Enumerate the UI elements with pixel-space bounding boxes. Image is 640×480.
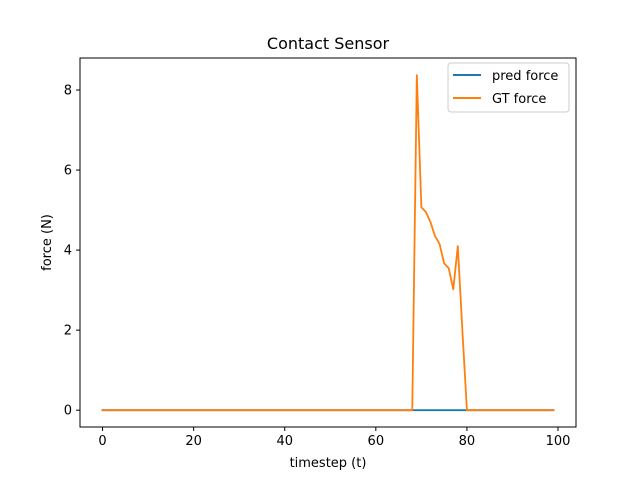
y-tick-label: 2 [64, 324, 72, 339]
x-axis-label: timestep (t) [290, 456, 367, 471]
legend: pred force GT force [447, 62, 570, 113]
x-tick-label: 20 [185, 434, 202, 449]
series-layer [101, 74, 555, 412]
legend-label-gt-force: GT force [492, 92, 546, 107]
series-line-gt-force [101, 74, 555, 412]
y-tick-label: 4 [64, 244, 72, 259]
x-tick-label: 60 [368, 434, 385, 449]
y-tick-label: 0 [64, 404, 72, 419]
legend-label-pred-force: pred force [492, 69, 558, 84]
chart-title: Contact Sensor [267, 34, 390, 53]
x-tick-label: 100 [546, 434, 571, 449]
y-tick-label: 8 [64, 84, 72, 99]
x-tick-label: 0 [98, 434, 106, 449]
x-tick-label: 40 [276, 434, 293, 449]
y-axis-label: force (N) [40, 214, 55, 271]
y-axis-ticks: 0 2 4 6 8 [64, 84, 80, 419]
plot-frame [79, 57, 577, 428]
plot-area [79, 57, 577, 428]
x-axis-ticks: 0 20 40 60 80 100 [98, 427, 570, 449]
y-tick-label: 6 [64, 164, 72, 179]
x-tick-label: 80 [459, 434, 476, 449]
